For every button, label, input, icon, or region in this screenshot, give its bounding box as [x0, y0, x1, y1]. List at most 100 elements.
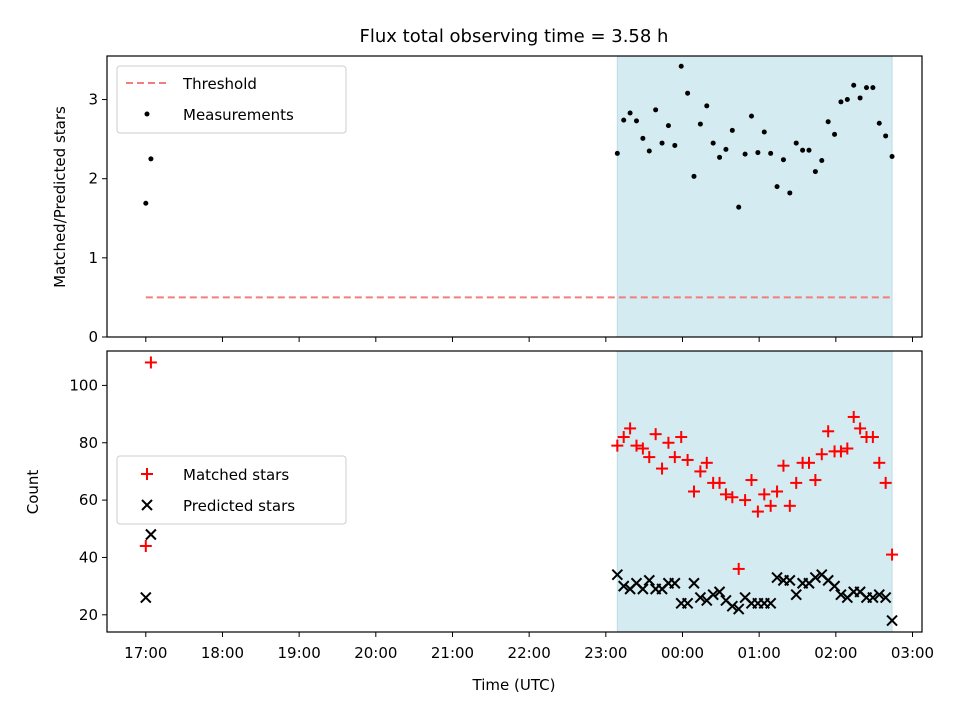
predicted-stars-legend-label: Predicted stars: [183, 497, 295, 515]
predicted-star-point: [637, 583, 649, 595]
measurement-point: [844, 97, 850, 103]
measurement-point: [774, 184, 780, 190]
matched-star-point: [624, 422, 637, 435]
count-shaded-region: [616, 350, 893, 633]
matched-stars-points: [139, 356, 899, 575]
matched-star-point: [636, 442, 649, 455]
measurement-point: [851, 82, 857, 88]
matched-star-point: [873, 456, 886, 469]
ratio-shaded-region: [616, 55, 893, 338]
predicted-star-point: [688, 577, 700, 589]
matched-star-point: [783, 499, 796, 512]
matched-star-point: [630, 439, 643, 452]
ratio-y-tick-label: 3: [88, 91, 98, 109]
measurement-point: [614, 150, 620, 156]
predicted-star-point: [707, 589, 719, 601]
predicted-star-point: [643, 574, 655, 587]
measurement-points: [143, 63, 895, 210]
predicted-star-point: [733, 603, 745, 615]
x-tick-label: 18:00: [201, 644, 244, 662]
matched-star-point: [847, 410, 860, 423]
predicted-star-point: [867, 591, 879, 604]
predicted-star-point: [886, 614, 898, 627]
measurement-point: [697, 121, 703, 127]
measurement-point: [659, 140, 665, 146]
measurement-point: [704, 103, 710, 109]
x-axis-label: Time (UTC): [472, 676, 556, 694]
matched-star-point: [687, 485, 700, 498]
chart-title: Flux total observing time = 3.58 h: [360, 26, 669, 47]
measurement-point: [710, 140, 716, 146]
matched-star-point: [834, 445, 847, 458]
matched-star-point: [815, 448, 828, 461]
predicted-star-point: [809, 571, 822, 584]
predicted-star-point: [771, 571, 783, 584]
matched-star-point: [681, 453, 694, 466]
matched-star-point: [719, 488, 732, 501]
measurement-point: [148, 156, 154, 162]
matched-stars-legend-label: Matched stars: [183, 466, 289, 484]
measurement-point: [800, 147, 806, 153]
predicted-star-point: [790, 589, 802, 601]
count-legend: Matched stars Predicted stars: [116, 455, 347, 525]
x-tick-label: 01:00: [738, 644, 781, 662]
measurement-point: [621, 117, 627, 123]
x-tick-label: 19:00: [278, 644, 321, 662]
ratio-y-tick-label: 0: [88, 328, 98, 346]
matched-star-point: [866, 431, 879, 444]
measurement-point: [723, 146, 729, 152]
matched-star-point: [694, 465, 707, 478]
matched-star-point: [739, 494, 752, 507]
matched-star-point: [611, 439, 624, 452]
matched-star-point: [790, 476, 803, 489]
predicted-stars-points: [140, 528, 898, 627]
measurement-point: [806, 147, 812, 153]
measurement-point: [691, 173, 697, 179]
measurement-point: [665, 123, 671, 129]
matched-star-point: [139, 539, 152, 552]
x-tick-label: 23:00: [584, 644, 627, 662]
matched-star-point: [758, 488, 771, 501]
measurement-point: [780, 157, 786, 163]
matched-star-point: [745, 474, 758, 487]
predicted-star-point: [879, 591, 892, 604]
count-plot-frame: [106, 350, 923, 633]
ratio-panel: 0 1 2 3 Matched/Predicted stars Threshold M…: [51, 55, 923, 346]
matched-star-point: [886, 548, 899, 561]
measurement-point: [627, 110, 633, 116]
matched-star-point: [617, 431, 630, 444]
matched-star-point: [777, 459, 790, 472]
matched-star-point: [144, 356, 157, 369]
matched-star-point: [700, 456, 713, 469]
count-y-tick-label: 60: [79, 491, 98, 509]
measurement-point: [143, 200, 149, 206]
measurement-point: [633, 118, 639, 124]
ratio-y-tick-label: 2: [88, 170, 98, 188]
x-tick-label: 22:00: [508, 644, 551, 662]
measurement-point: [729, 127, 735, 133]
predicted-star-point: [694, 591, 707, 604]
ratio-plot-frame: [106, 55, 923, 338]
x-tick-label: 21:00: [431, 644, 474, 662]
x-tick-label: 17:00: [124, 644, 167, 662]
predicted-star-point: [726, 600, 739, 612]
matched-star-point: [662, 436, 675, 449]
measurement-point: [863, 85, 869, 91]
measurement-point: [876, 120, 882, 126]
matched-star-point: [764, 499, 777, 512]
predicted-star-point: [618, 580, 630, 592]
matched-star-point: [656, 462, 669, 475]
predicted-star-point: [145, 528, 157, 541]
measurement-point: [870, 85, 876, 91]
count-panel: 20 40 60 80 100 17:00 18:00 19:00 20:00 21:00 22:…: [24, 350, 934, 694]
predicted-star-point: [611, 568, 624, 581]
x-tick-label: 00:00: [661, 644, 704, 662]
predicted-star-point: [835, 589, 847, 601]
measurement-point: [685, 90, 691, 96]
x-tick-label: 02:00: [814, 644, 857, 662]
matched-star-point: [771, 485, 784, 498]
predicted-star-point: [764, 597, 777, 610]
measurement-point: [742, 151, 748, 157]
matched-star-point: [643, 451, 656, 464]
